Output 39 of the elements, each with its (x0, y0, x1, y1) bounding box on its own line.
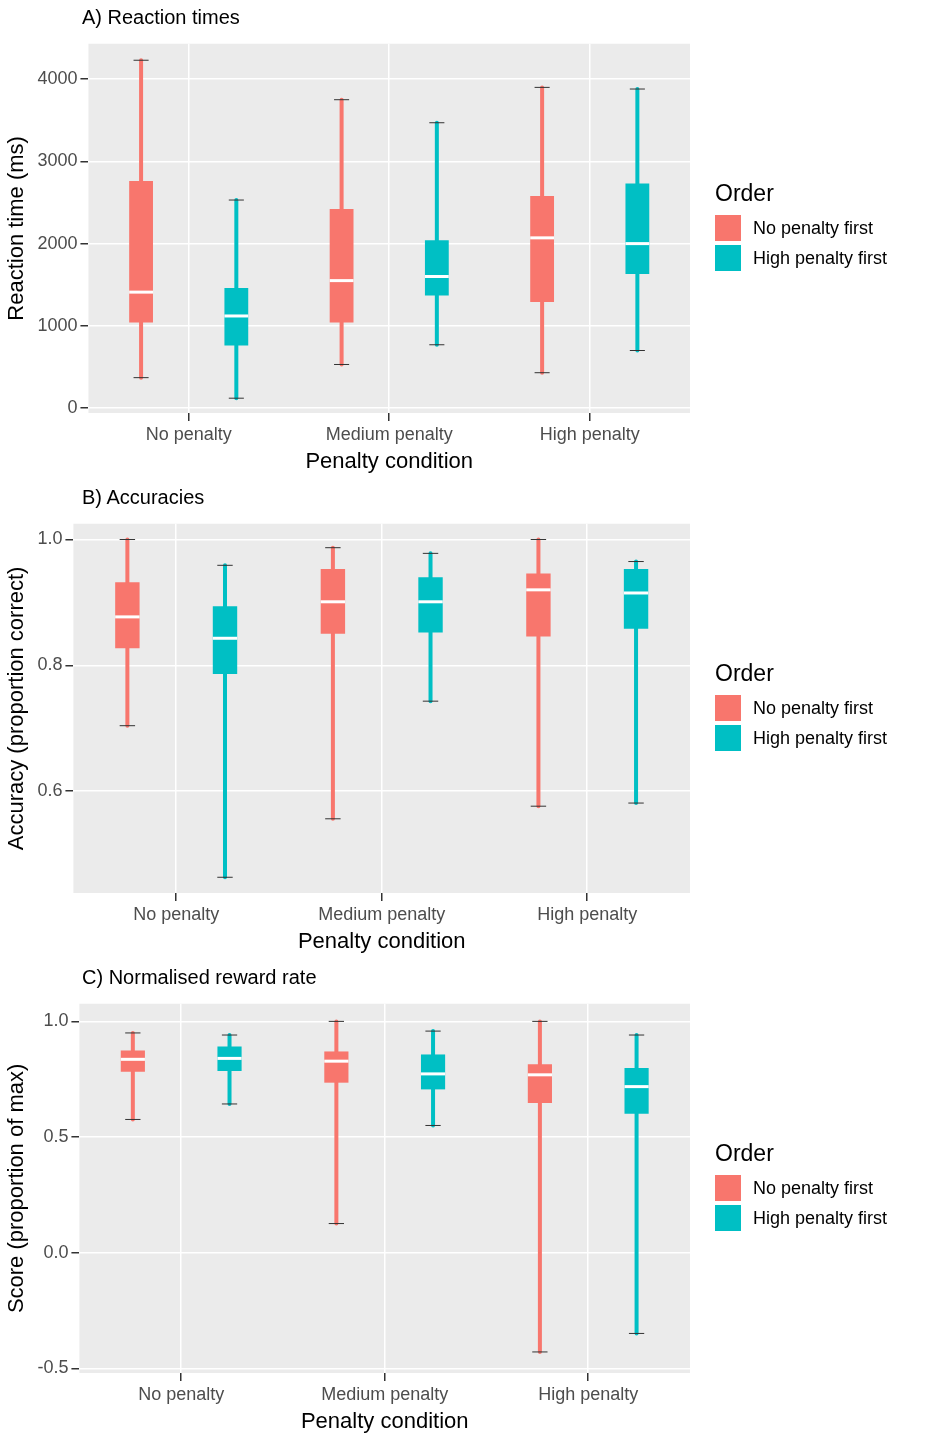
x-axis-title: Penalty condition (297, 927, 466, 953)
legend-label: High penalty first (753, 1207, 888, 1229)
y-tick-label: 0.5 (43, 1126, 69, 1147)
x-tick-label: Medium penalty (321, 1383, 449, 1404)
y-tick-label: 2000 (37, 232, 78, 253)
chart-title: B) Accuracies (82, 486, 205, 509)
y-tick-label: 4000 (37, 68, 78, 89)
legend-title: Order (715, 660, 775, 687)
x-tick-label: High penalty (537, 903, 638, 924)
legend-label: High penalty first (753, 247, 888, 269)
x-tick-label: High penalty (539, 423, 640, 444)
x-tick-label: No penalty (138, 1383, 225, 1404)
x-tick-label: No penalty (133, 903, 220, 924)
y-tick-label: 0.0 (43, 1241, 69, 1262)
legend-label: No penalty first (753, 217, 874, 239)
x-axis-title: Penalty condition (300, 1407, 469, 1433)
y-tick-label: 1000 (37, 314, 78, 335)
x-axis-title: Penalty condition (305, 447, 473, 473)
y-tick-label: 1.0 (37, 528, 63, 549)
chart-title: C) Normalised reward rate (82, 966, 317, 989)
legend-label: No penalty first (753, 1177, 874, 1199)
y-tick-label: -0.5 (37, 1357, 69, 1378)
y-axis-title: Score (proportion of max) (3, 1063, 29, 1314)
y-axis-title: Accuracy (proportion correct) (3, 566, 29, 851)
x-tick-label: No penalty (145, 423, 232, 444)
legend-label: High penalty first (753, 727, 888, 749)
legend-label: No penalty first (753, 697, 874, 719)
x-tick-label: Medium penalty (325, 423, 453, 444)
chart-title: A) Reaction times (82, 6, 240, 29)
y-tick-label: 0.8 (37, 654, 63, 675)
y-tick-label: 3000 (37, 150, 78, 171)
y-tick-label: 1.0 (43, 1010, 69, 1031)
y-axis-title: Reaction time (ms) (3, 136, 29, 321)
legend-title: Order (715, 1140, 775, 1167)
x-tick-label: High penalty (538, 1383, 639, 1404)
y-tick-label: 0 (67, 397, 78, 418)
x-tick-label: Medium penalty (318, 903, 446, 924)
y-tick-label: 0.6 (37, 780, 63, 801)
legend-title: Order (715, 180, 775, 207)
